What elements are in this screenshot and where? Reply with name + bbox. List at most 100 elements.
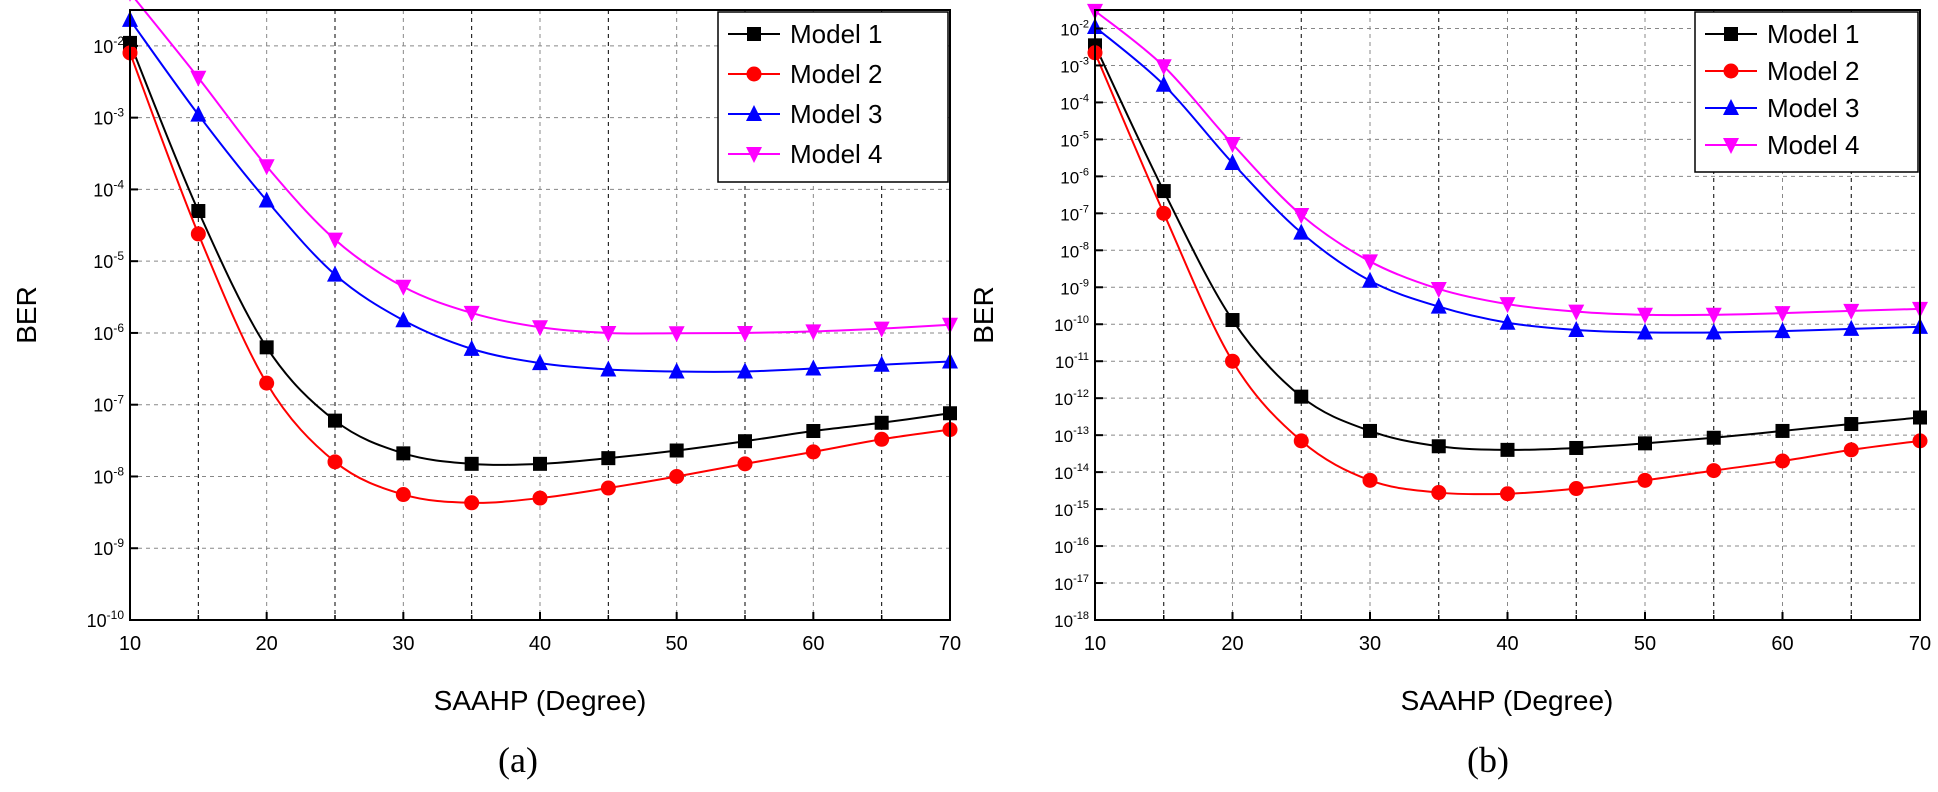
- legend-marker: [1723, 63, 1739, 79]
- legend-marker: [1723, 138, 1739, 154]
- data-point-triangle-up: [1293, 223, 1310, 240]
- data-point-triangle-up: [1499, 313, 1516, 330]
- data-point-triangle-down: [737, 325, 753, 342]
- legend-marker: [746, 147, 762, 163]
- legend-label: Model 1: [1767, 19, 1860, 49]
- x-ticks-a: 10 20 30 40 50 60 70: [119, 612, 961, 655]
- data-point-square: [1363, 423, 1377, 438]
- legend-marker: [747, 27, 761, 41]
- data-point-triangle-up: [327, 265, 343, 282]
- data-point-circle: [1500, 486, 1515, 502]
- x-ticks-b: 10 20 30 40 50 60 70: [1084, 612, 1931, 655]
- data-point-triangle-down: [395, 279, 412, 296]
- data-point-triangle-down: [1637, 307, 1653, 324]
- data-point-triangle-up: [600, 360, 617, 377]
- data-point-triangle-down: [873, 321, 890, 338]
- data-point-triangle-down: [129, 0, 131, 2]
- chart-panel-a: 10 20 30 40 50 60 70 10-10 10-9 10-8 10-7 10-6 10-5…: [11, 0, 961, 780]
- data-point-triangle-down: [1430, 281, 1447, 298]
- data-point-square: [1844, 417, 1859, 432]
- x-tick-label: 10: [119, 633, 141, 655]
- data-point-square: [1294, 389, 1309, 404]
- y-tick-label: 10-5: [93, 249, 124, 272]
- y-tick-label: 10-15: [1054, 499, 1089, 520]
- data-point-circle: [532, 490, 548, 506]
- series-a: [122, 0, 958, 511]
- data-point-square: [1225, 313, 1240, 328]
- data-point-square: [191, 204, 206, 219]
- y-tick-label: 10-4: [1060, 92, 1089, 113]
- data-point-triangle-down: [190, 70, 207, 87]
- data-point-circle: [874, 431, 890, 447]
- y-tick-label: 10-17: [1054, 573, 1089, 594]
- x-axis-title-a: SAAHP (Degree): [434, 685, 647, 716]
- data-point-circle: [1293, 433, 1309, 449]
- y-tick-label: 10-9: [1060, 277, 1089, 298]
- legend-b: Model 1 Model 2 Model 3 Model 4: [1694, 11, 1919, 173]
- data-point-triangle-down: [1774, 306, 1791, 323]
- y-tick-label: 10-10: [87, 608, 125, 631]
- x-tick-label: 70: [1909, 633, 1931, 655]
- y-tick-label: 10-16: [1054, 536, 1089, 557]
- data-point-circle: [259, 375, 275, 391]
- data-point-triangle-down: [600, 325, 617, 342]
- data-point-circle: [1637, 472, 1653, 488]
- y-tick-label: 10-4: [93, 177, 124, 200]
- legend-marker: [1724, 27, 1738, 41]
- y-tick-label: 10-14: [1054, 462, 1089, 483]
- legend-label: Model 3: [1767, 93, 1860, 123]
- data-point-triangle-up: [1155, 75, 1172, 92]
- data-point-triangle-up: [1224, 153, 1241, 170]
- data-point-triangle-up: [1637, 323, 1653, 340]
- data-point-circle: [1843, 442, 1859, 458]
- data-point-triangle-down: [1224, 137, 1241, 154]
- data-point-triangle-down: [1568, 304, 1585, 321]
- data-point-square: [601, 451, 616, 466]
- data-point-triangle-down: [258, 159, 275, 176]
- data-point-circle: [1706, 463, 1722, 479]
- legend-label: Model 3: [790, 99, 883, 129]
- data-point-square: [806, 424, 821, 439]
- data-point-triangle-down: [1843, 303, 1860, 320]
- x-tick-label: 40: [1496, 633, 1518, 655]
- data-point-triangle-down: [532, 320, 548, 337]
- x-tick-label: 10: [1084, 633, 1106, 655]
- x-tick-label: 20: [1221, 633, 1243, 655]
- y-ticks-b: 10-18 10-17 10-16 10-15 10-14 10-13 10-12 10-11…: [1054, 18, 1103, 631]
- data-point-circle: [805, 444, 821, 460]
- y-tick-label: 10-8: [93, 464, 124, 487]
- caption-b: (b): [1467, 740, 1509, 780]
- x-tick-label: 30: [392, 633, 414, 655]
- data-point-triangle-up: [1843, 319, 1860, 336]
- data-point-triangle-up: [805, 359, 822, 376]
- x-tick-label: 50: [1634, 633, 1656, 655]
- data-point-square: [464, 456, 479, 471]
- data-point-circle: [464, 495, 480, 511]
- y-tick-label: 10-11: [1055, 351, 1089, 372]
- y-ticks-a: 10-10 10-9 10-8 10-7 10-6 10-5 10-4 10-3 10-2: [87, 34, 138, 631]
- x-tick-label: 50: [666, 633, 688, 655]
- data-point-circle: [600, 480, 616, 496]
- y-tick-label: 10-3: [1060, 55, 1089, 76]
- legend-label: Model 2: [790, 59, 883, 89]
- y-tick-label: 10-2: [93, 34, 124, 57]
- y-tick-label: 10-3: [93, 106, 124, 129]
- data-point-triangle-down: [1155, 59, 1172, 76]
- y-tick-label: 10-7: [93, 393, 124, 416]
- data-point-square: [874, 415, 889, 430]
- legend-label: Model 2: [1767, 56, 1860, 86]
- x-tick-label: 40: [529, 633, 551, 655]
- data-point-circle: [1362, 472, 1378, 488]
- data-point-triangle-up: [258, 191, 275, 208]
- x-tick-label: 60: [1771, 633, 1793, 655]
- data-point-triangle-down: [1293, 208, 1310, 225]
- y-tick-label: 10-10: [1054, 314, 1089, 335]
- data-point-triangle-down: [463, 305, 480, 322]
- data-point-square: [669, 443, 684, 458]
- data-point-circle: [327, 454, 343, 470]
- data-point-circle: [190, 226, 206, 242]
- data-point-triangle-up: [873, 355, 890, 372]
- y-tick-label: 10-6: [1060, 166, 1089, 187]
